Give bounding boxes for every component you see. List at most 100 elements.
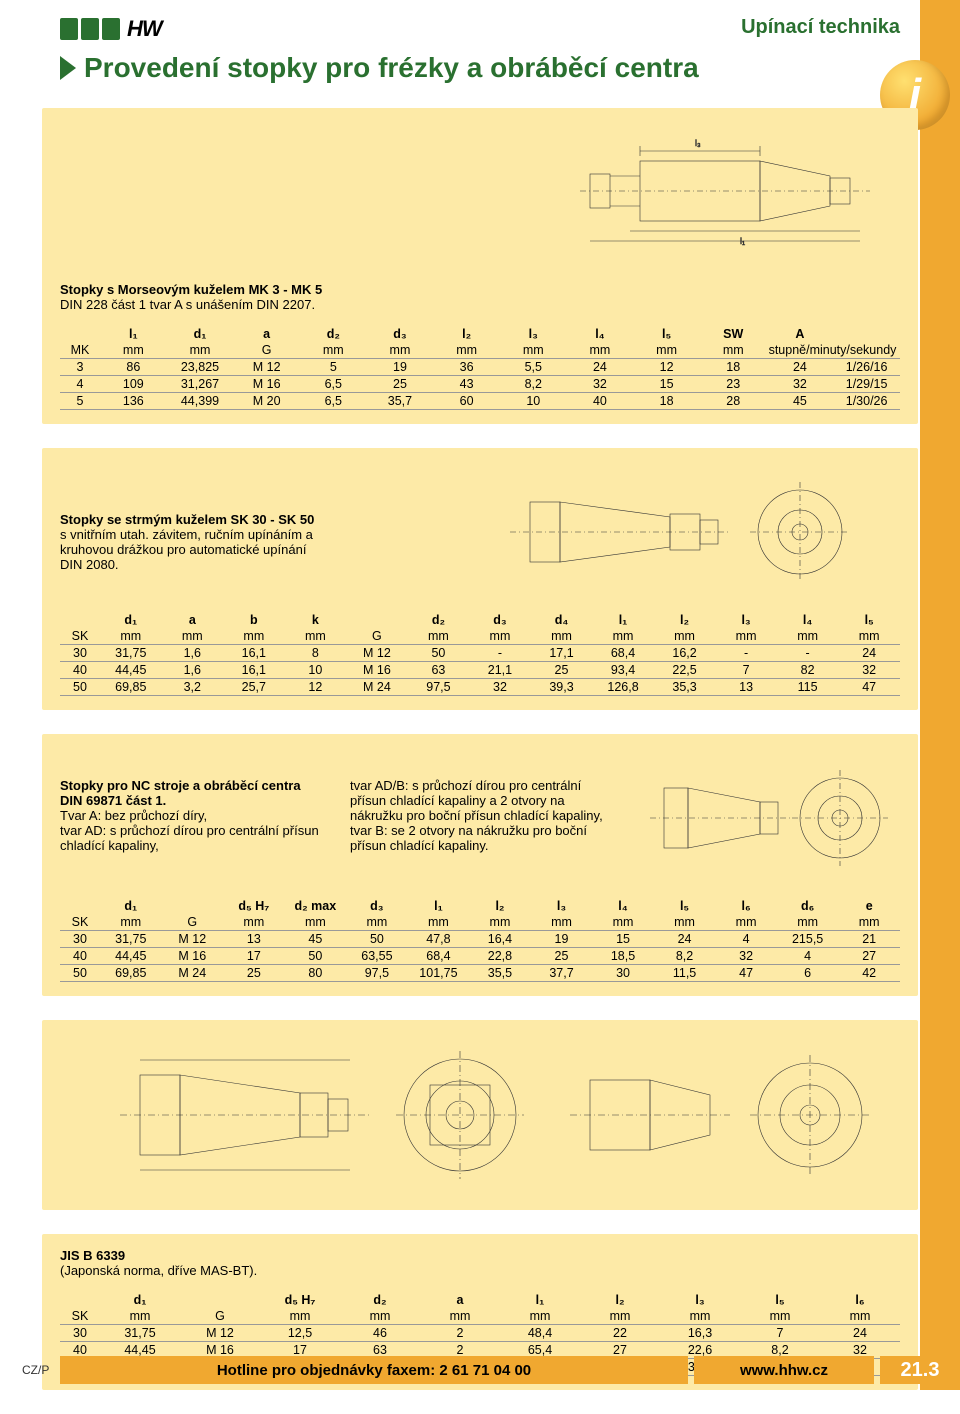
cell: 19 [531, 931, 593, 948]
cell: 15 [592, 931, 654, 948]
cell: 1,6 [162, 645, 224, 662]
cell: 16,3 [660, 1325, 740, 1342]
col-head [60, 612, 100, 628]
table-4-head: d₁d₅ H₇d₂al₁l₂l₃l₅l₆SKmmGmmmmmmmmmmmmmmm… [60, 1292, 900, 1325]
col-head: d₆ [777, 898, 839, 914]
cell: - [777, 645, 839, 662]
cell: 25 [223, 965, 285, 982]
col-unit: mm [167, 342, 234, 359]
cell: 43 [433, 376, 500, 393]
desc-bold: Stopky pro NC stroje a obráběcí centra D… [60, 778, 301, 808]
cell: 80 [285, 965, 347, 982]
cell: 25 [367, 376, 434, 393]
col-head: l₂ [580, 1292, 660, 1308]
section-1-intro: Stopky s Morseovým kuželem MK 3 - MK 5 D… [60, 282, 900, 312]
cell: 40 [567, 393, 634, 410]
table-1: l₁d₁ad₂d₃l₂l₃l₄l₅SWAMKmmmmGmmmmmmmmmmmmm… [60, 326, 900, 410]
col-head: l₅ [654, 898, 716, 914]
cell: 8,2 [654, 948, 716, 965]
cell: 19 [367, 359, 434, 376]
cell: M 12 [180, 1325, 260, 1342]
page-title: Provedení stopky pro frézky a obráběcí c… [60, 52, 900, 84]
table-3-head: d₁d₅ H₇d₂ maxd₃l₁l₂l₃l₄l₅l₆d₆eSKmmGmmmmm… [60, 898, 900, 931]
cell: 30 [592, 965, 654, 982]
col-head: l₂ [433, 326, 500, 342]
col-unit: mm [162, 628, 224, 645]
cell: 36 [433, 359, 500, 376]
cell: 30 [60, 931, 100, 948]
cell: 24 [767, 359, 834, 376]
cell: 50 [285, 948, 347, 965]
col-head: k [285, 612, 347, 628]
cell: 24 [820, 1325, 900, 1342]
col-unit: mm [654, 914, 716, 931]
cell: 12,5 [260, 1325, 340, 1342]
col-unit: mm [660, 1308, 740, 1325]
cell: 4 [60, 376, 100, 393]
cell: 101,75 [408, 965, 470, 982]
col-head: l₄ [777, 612, 839, 628]
section-2: Stopky se strmým kuželem SK 30 - SK 50 s… [42, 448, 918, 710]
cell: 97,5 [408, 679, 470, 696]
cell: 4 [777, 948, 839, 965]
col-head [346, 612, 408, 628]
cell: 24 [567, 359, 634, 376]
intro-norm: DIN 228 část 1 tvar A s unášením DIN 220… [60, 297, 900, 312]
cell: 4 [715, 931, 777, 948]
cell: 50 [346, 931, 408, 948]
cell: 32 [567, 376, 634, 393]
table-2: d₁abkd₂d₃d₄l₁l₂l₃l₄l₅SKmmmmmmmmGmmmmmmmm… [60, 612, 900, 696]
cell: 24 [654, 931, 716, 948]
cell: 47 [715, 965, 777, 982]
cell: 6,5 [300, 393, 367, 410]
col-head: l₃ [715, 612, 777, 628]
cell: 35,7 [367, 393, 434, 410]
cell: - [715, 645, 777, 662]
table-2-body: 3031,751,616,18M 1250-17,168,416,2--2440… [60, 645, 900, 696]
col-unit: mm [469, 628, 531, 645]
cell: M 20 [233, 393, 300, 410]
col-head: d₃ [367, 326, 434, 342]
cell: 8 [285, 645, 347, 662]
col-unit: mm [469, 914, 531, 931]
col-unit: mm [740, 1308, 820, 1325]
table-row: 5069,85M 24258097,5101,7535,537,73011,54… [60, 965, 900, 982]
cell: 50 [60, 679, 100, 696]
col-head: l₅ [838, 612, 900, 628]
col-head: d₃ [346, 898, 408, 914]
cell: 13 [223, 931, 285, 948]
table-3-body: 3031,75M 1213455047,816,41915244215,5214… [60, 931, 900, 982]
section-3-desc: Stopky pro NC stroje a obráběcí centra D… [60, 778, 610, 876]
col-unit: mm [838, 628, 900, 645]
logo: HW [60, 16, 162, 42]
col-unit: mm [100, 342, 167, 359]
col-unit: mm [592, 628, 654, 645]
diagram-3 [630, 748, 900, 888]
col-head: l₃ [660, 1292, 740, 1308]
intro-line: s vnitřním utah. závitem, ručním upínání… [60, 527, 448, 542]
cell: 93,4 [592, 662, 654, 679]
table-1-head: l₁d₁ad₂d₃l₂l₃l₄l₅SWAMKmmmmGmmmmmmmmmmmmm… [60, 326, 900, 359]
col-unit: mm [654, 628, 716, 645]
col-head [833, 326, 900, 342]
cell: M 24 [162, 965, 224, 982]
cell: 27 [838, 948, 900, 965]
col-head: l₃ [500, 326, 567, 342]
col-unit: mm [223, 914, 285, 931]
cell: 32 [469, 679, 531, 696]
cell: 1/29/15 [833, 376, 900, 393]
col-unit: mm [531, 628, 593, 645]
cell: 31,75 [100, 645, 162, 662]
cell: 17,1 [531, 645, 593, 662]
diagram-1: l₃ l₁ [520, 116, 900, 266]
cell: 30 [60, 1325, 100, 1342]
cell: 1/26/16 [833, 359, 900, 376]
diagram-block-3b [42, 1020, 918, 1210]
cell: 1/30/26 [833, 393, 900, 410]
cell: 5 [60, 393, 100, 410]
header-category: Upínací technika [741, 16, 900, 39]
cell: 69,85 [100, 965, 162, 982]
svg-text:l₃: l₃ [695, 138, 701, 148]
cell: 63,55 [346, 948, 408, 965]
cell: 97,5 [346, 965, 408, 982]
